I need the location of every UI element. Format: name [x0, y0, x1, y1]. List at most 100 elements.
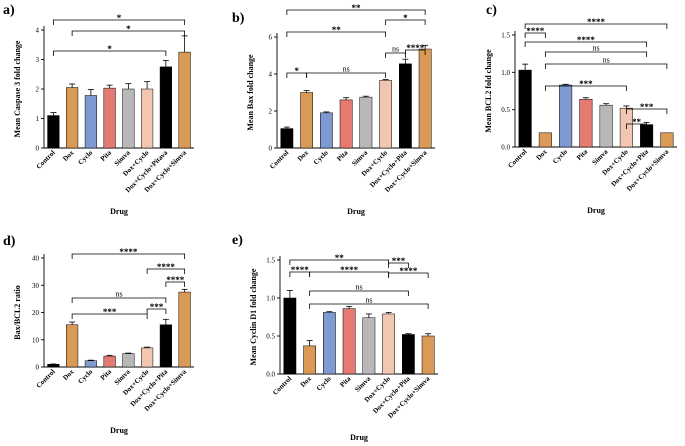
bar-simva [362, 317, 376, 375]
significance-label: ** [352, 3, 362, 13]
significance-bracket [71, 297, 167, 303]
y-tick-label: 1.5 [266, 257, 275, 265]
significance-label: **** [157, 262, 176, 272]
significance-label: **** [587, 17, 606, 27]
significance-label: **** [399, 266, 418, 276]
chart-panel-5: e) 0.0 0.5 1.0 1.5 Mean Cyclin D1 fold change… [232, 233, 438, 442]
bar-simva [359, 96, 373, 149]
significance-label: ns [355, 283, 362, 292]
significance-label: * [126, 24, 131, 34]
bar-dox [66, 87, 79, 149]
significance-bracket [404, 49, 426, 55]
significance-bracket [286, 9, 426, 15]
significance-bracket [71, 313, 148, 319]
significance-label: ns [392, 45, 399, 54]
significance-label: ** [332, 25, 342, 35]
y-axis-title: Mean Cyclin D1 fold change [249, 268, 258, 365]
significance-bracket [524, 23, 668, 29]
y-tick-label: 4 [269, 71, 273, 79]
bar-pita [103, 87, 116, 149]
bar-dox-cyclo-simva [178, 291, 191, 368]
y-tick-label: 4 [36, 27, 40, 35]
category-label: Cyclo [77, 148, 95, 166]
significance-bracket [388, 272, 429, 278]
significance-label: ns [603, 56, 610, 65]
significance-bracket [146, 268, 186, 274]
y-tick-label: 20 [32, 309, 40, 317]
significance-label: ns [343, 65, 350, 74]
significance-label: **** [577, 35, 596, 45]
bar-cyclo [84, 95, 97, 149]
bar-dox-cyclo-pitava [159, 66, 172, 149]
category-label: Pita [335, 148, 350, 163]
significance-bracket [309, 303, 429, 309]
category-label: Dox [61, 367, 76, 382]
y-tick-label: 1.0 [501, 69, 510, 77]
bar-dox-cyclo-simva [421, 335, 435, 375]
significance-bracket [146, 308, 167, 314]
bar-control [280, 128, 294, 149]
category-label: Dox [299, 374, 314, 389]
significance-bracket [388, 262, 409, 268]
significance-bracket [289, 259, 390, 265]
bar-control [47, 115, 60, 149]
x-axis-title: Drug [347, 207, 365, 216]
y-tick-label: 0 [269, 145, 273, 153]
y-axis-title: Mean BCL2 fold change [484, 49, 493, 133]
significance-bracket [544, 51, 648, 57]
significance-label: ** [335, 253, 345, 263]
significance-bracket [71, 253, 186, 259]
bar-pita [339, 99, 353, 149]
bar-dox-cyclo-pita [402, 334, 415, 375]
y-tick-label: 10 [32, 336, 40, 344]
significance-label: **** [291, 265, 310, 275]
significance-bracket [524, 32, 546, 38]
significance-label: *** [579, 79, 593, 89]
significance-label: **** [119, 247, 138, 257]
y-axis-title: Mean Bax fold change [246, 54, 255, 131]
bar-dox-cyclo [141, 88, 154, 149]
y-axis-title: Bax/BCL2 ratio [13, 285, 22, 339]
y-tick-label: 2 [269, 108, 273, 116]
significance-label: **** [166, 275, 185, 285]
significance-label: ns [592, 44, 599, 53]
bar-dox [538, 132, 552, 148]
significance-label: **** [526, 26, 545, 36]
y-tick-label: 0 [36, 364, 40, 372]
y-tick-label: 6 [269, 34, 273, 42]
bar-simva [122, 353, 135, 368]
bar-dox-cyclo-simva [418, 48, 432, 149]
significance-bracket [71, 30, 186, 36]
significance-bracket [625, 108, 668, 114]
x-axis-title: Drug [110, 426, 128, 435]
panel-letter: e) [232, 233, 243, 248]
significance-label: * [117, 13, 122, 23]
bar-cyclo [323, 312, 336, 375]
bar-simva [122, 88, 135, 149]
category-label: Pita [99, 367, 114, 382]
x-axis-title: Drug [587, 206, 605, 215]
y-tick-label: 40 [32, 255, 40, 263]
significance-bracket [544, 85, 627, 91]
category-label: Dox [296, 148, 311, 163]
bar-cyclo [84, 360, 97, 368]
y-tick-label: 1.0 [266, 295, 275, 303]
bar-dox-cyclo-pita [399, 63, 412, 149]
y-tick-label: 0 [36, 145, 40, 153]
bar-pita [342, 308, 356, 375]
significance-label: *** [392, 256, 406, 266]
panel-letter: c) [486, 3, 497, 18]
y-tick-label: 1.5 [501, 32, 510, 40]
category-label: Pita [338, 374, 353, 389]
bar-control [518, 69, 532, 148]
significance-bracket [52, 50, 167, 56]
significance-bracket [165, 281, 186, 287]
significance-bracket [52, 19, 186, 25]
bar-dox [300, 92, 313, 149]
y-tick-label: 0.5 [266, 333, 275, 341]
bar-control [283, 297, 297, 375]
y-tick-label: 1 [36, 115, 40, 123]
